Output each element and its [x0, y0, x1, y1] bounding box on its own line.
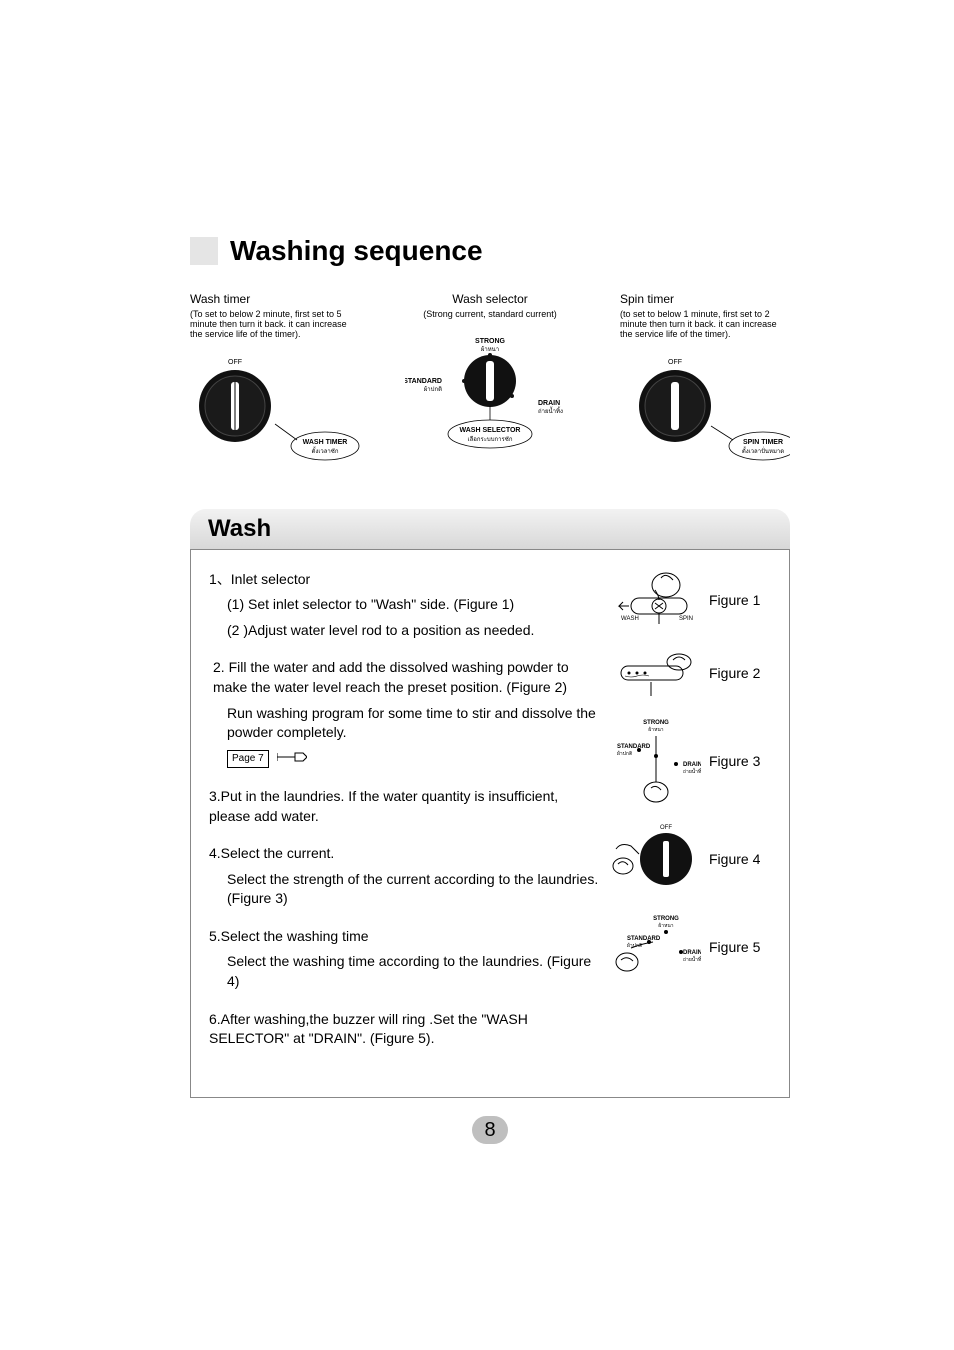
svg-text:STANDARD: STANDARD [627, 936, 661, 942]
wash-section-body: 1、Inlet selector (1) Set inlet selector … [190, 550, 790, 1098]
svg-text:ผ้าหนา: ผ้าหนา [648, 726, 664, 733]
svg-text:WASH SELECTOR: WASH SELECTOR [460, 427, 521, 434]
step-4-body: Select the strength of the current accor… [209, 870, 601, 909]
svg-text:WASH: WASH [621, 616, 639, 622]
svg-text:6: 6 [694, 875, 698, 881]
wash-steps: 1、Inlet selector (1) Set inlet selector … [209, 570, 601, 1067]
figure-2: Figure 2 [611, 648, 771, 698]
controls-row: Wash timer (To set to below 2 minute, fi… [190, 292, 790, 469]
figure-4: OFF 15 3 12 6 9 Figure 4 [611, 824, 771, 894]
svg-text:15: 15 [627, 853, 634, 859]
svg-text:STRONG: STRONG [653, 916, 679, 922]
step-6: 6.After washing,the buzzer will ring .Se… [209, 1010, 601, 1049]
svg-text:1: 1 [719, 395, 724, 404]
svg-text:OFF: OFF [660, 825, 672, 831]
page-ref-arrow-icon [277, 749, 307, 769]
figure-1-label: Figure 1 [709, 592, 760, 608]
svg-text:ผ้าหนา: ผ้าหนา [481, 346, 499, 353]
wash-section-heading: Wash [190, 509, 790, 550]
svg-text:2: 2 [713, 427, 718, 436]
content-area: Washing sequence Wash timer (To set to b… [190, 235, 790, 1144]
page-number-badge: 8 [472, 1116, 508, 1144]
step-2-line2: Run washing program for some time to sti… [209, 704, 601, 743]
step-2-line1: 2. Fill the water and add the dissolved … [209, 658, 601, 697]
fill-water-icon [611, 648, 701, 698]
svg-text:OFF: OFF [668, 359, 682, 366]
svg-text:SPIN: SPIN [679, 616, 693, 622]
figure-2-label: Figure 2 [709, 665, 760, 681]
svg-text:4: 4 [633, 427, 638, 436]
svg-text:3: 3 [279, 395, 284, 404]
svg-text:STRONG: STRONG [643, 720, 669, 726]
figure-1: WASH SPIN Figure 1 [611, 570, 771, 630]
figure-5-label: Figure 5 [709, 939, 760, 955]
figure-4-label: Figure 4 [709, 851, 760, 867]
drain-selector-fig-icon: STRONG ผ้าหนา STANDARD ผ้าปกติ DRAIN ถ่า… [611, 912, 701, 982]
svg-text:12: 12 [631, 875, 638, 881]
step-1-line1: (1) Set inlet selector to "Wash" side. (… [209, 595, 601, 615]
spin-timer-note: (to set to below 1 minute, first set to … [620, 310, 790, 340]
wash-selector-block: Wash selector (Strong current, standard … [405, 292, 575, 469]
page-number-row: 8 [190, 1116, 790, 1144]
step-3: 3.Put in the laundries. If the water qua… [209, 787, 601, 826]
spin-timer-dial-icon: OFF 5 1 4 2 3 SPIN TIMER ตั้งเวลาปั่นหมา… [620, 346, 790, 466]
wash-selector-note: (Strong current, standard current) [405, 310, 575, 320]
step-6-text: 6.After washing,the buzzer will ring .Se… [209, 1010, 601, 1049]
inlet-selector-icon: WASH SPIN [611, 570, 701, 630]
spin-timer-title: Spin timer [620, 292, 790, 306]
svg-text:15: 15 [190, 395, 192, 404]
svg-text:6: 6 [273, 427, 278, 436]
figure-3-label: Figure 3 [709, 753, 760, 769]
page-ref-box: Page 7 [227, 750, 269, 768]
wash-timer-block: Wash timer (To set to below 2 minute, fi… [190, 292, 360, 469]
svg-text:ผ้าปกติ: ผ้าปกติ [424, 386, 442, 393]
svg-text:DRAIN: DRAIN [683, 950, 701, 956]
figures-column: WASH SPIN Figure 1 [611, 570, 771, 1067]
svg-text:ผ้าปกติ: ผ้าปกติ [617, 750, 632, 757]
wash-timer-off-label: OFF [228, 359, 242, 366]
figure-3: STRONG ผ้าหนา STANDARD ผ้าปกติ DRAIN ถ่า… [611, 716, 771, 806]
step-2-pageref-row: Page 7 [209, 749, 601, 769]
manual-page: Washing sequence Wash timer (To set to b… [0, 0, 954, 1350]
wash-selector-title: Wash selector [405, 292, 575, 306]
page-title: Washing sequence [230, 235, 483, 267]
step-1-line2: (2 )Adjust water level rod to a position… [209, 621, 601, 641]
svg-text:ผ้าปกติ: ผ้าปกติ [627, 942, 642, 949]
svg-text:STANDARD: STANDARD [617, 744, 651, 750]
step-1-title: 1、Inlet selector [209, 570, 601, 590]
step-5-body: Select the washing time according to the… [209, 952, 601, 991]
step-5-title: 5.Select the washing time [209, 927, 601, 947]
title-accent-square [190, 237, 218, 265]
wash-selector-fig-icon: STRONG ผ้าหนา STANDARD ผ้าปกติ DRAIN ถ่า… [611, 716, 701, 806]
svg-text:SPIN TIMER: SPIN TIMER [743, 439, 783, 446]
step-3-text: 3.Put in the laundries. If the water qua… [209, 787, 601, 826]
svg-text:DRAIN: DRAIN [538, 400, 560, 407]
figure-5: STRONG ผ้าหนา STANDARD ผ้าปกติ DRAIN ถ่า… [611, 912, 771, 982]
wash-timer-title: Wash timer [190, 292, 360, 306]
step-2: 2. Fill the water and add the dissolved … [209, 658, 601, 768]
svg-text:3: 3 [698, 853, 701, 859]
wash-timer-note: (To set to below 2 minute, first set to … [190, 310, 360, 340]
title-row: Washing sequence [190, 235, 790, 267]
step-5: 5.Select the washing time Select the was… [209, 927, 601, 992]
step-4: 4.Select the current. Select the strengt… [209, 844, 601, 909]
wash-timer-dial-icon: OFF 15 3 12 6 9 WASH TIMER ตั้งเวลาซัก [190, 346, 360, 466]
svg-text:9: 9 [233, 447, 238, 456]
svg-text:12: 12 [190, 427, 198, 436]
wash-selector-dial-icon: STRONG ผ้าหนา STANDARD ผ้าปกติ DRAIN ถ่า… [405, 326, 575, 456]
svg-text:9: 9 [664, 889, 668, 894]
svg-text:STANDARD: STANDARD [405, 378, 442, 385]
svg-text:ผ้าหนา: ผ้าหนา [658, 922, 674, 929]
svg-text:STRONG: STRONG [475, 338, 506, 345]
step-4-title: 4.Select the current. [209, 844, 601, 864]
svg-text:DRAIN: DRAIN [683, 762, 701, 768]
step-1: 1、Inlet selector (1) Set inlet selector … [209, 570, 601, 641]
svg-text:WASH TIMER: WASH TIMER [303, 439, 348, 446]
spin-timer-block: Spin timer (to set to below 1 minute, fi… [620, 292, 790, 469]
svg-text:เลือกระบบการซัก: เลือกระบบการซัก [468, 435, 513, 443]
wash-timer-fig-icon: OFF 15 3 12 6 9 [611, 824, 701, 894]
svg-text:5: 5 [627, 395, 632, 404]
svg-text:3: 3 [673, 447, 678, 456]
